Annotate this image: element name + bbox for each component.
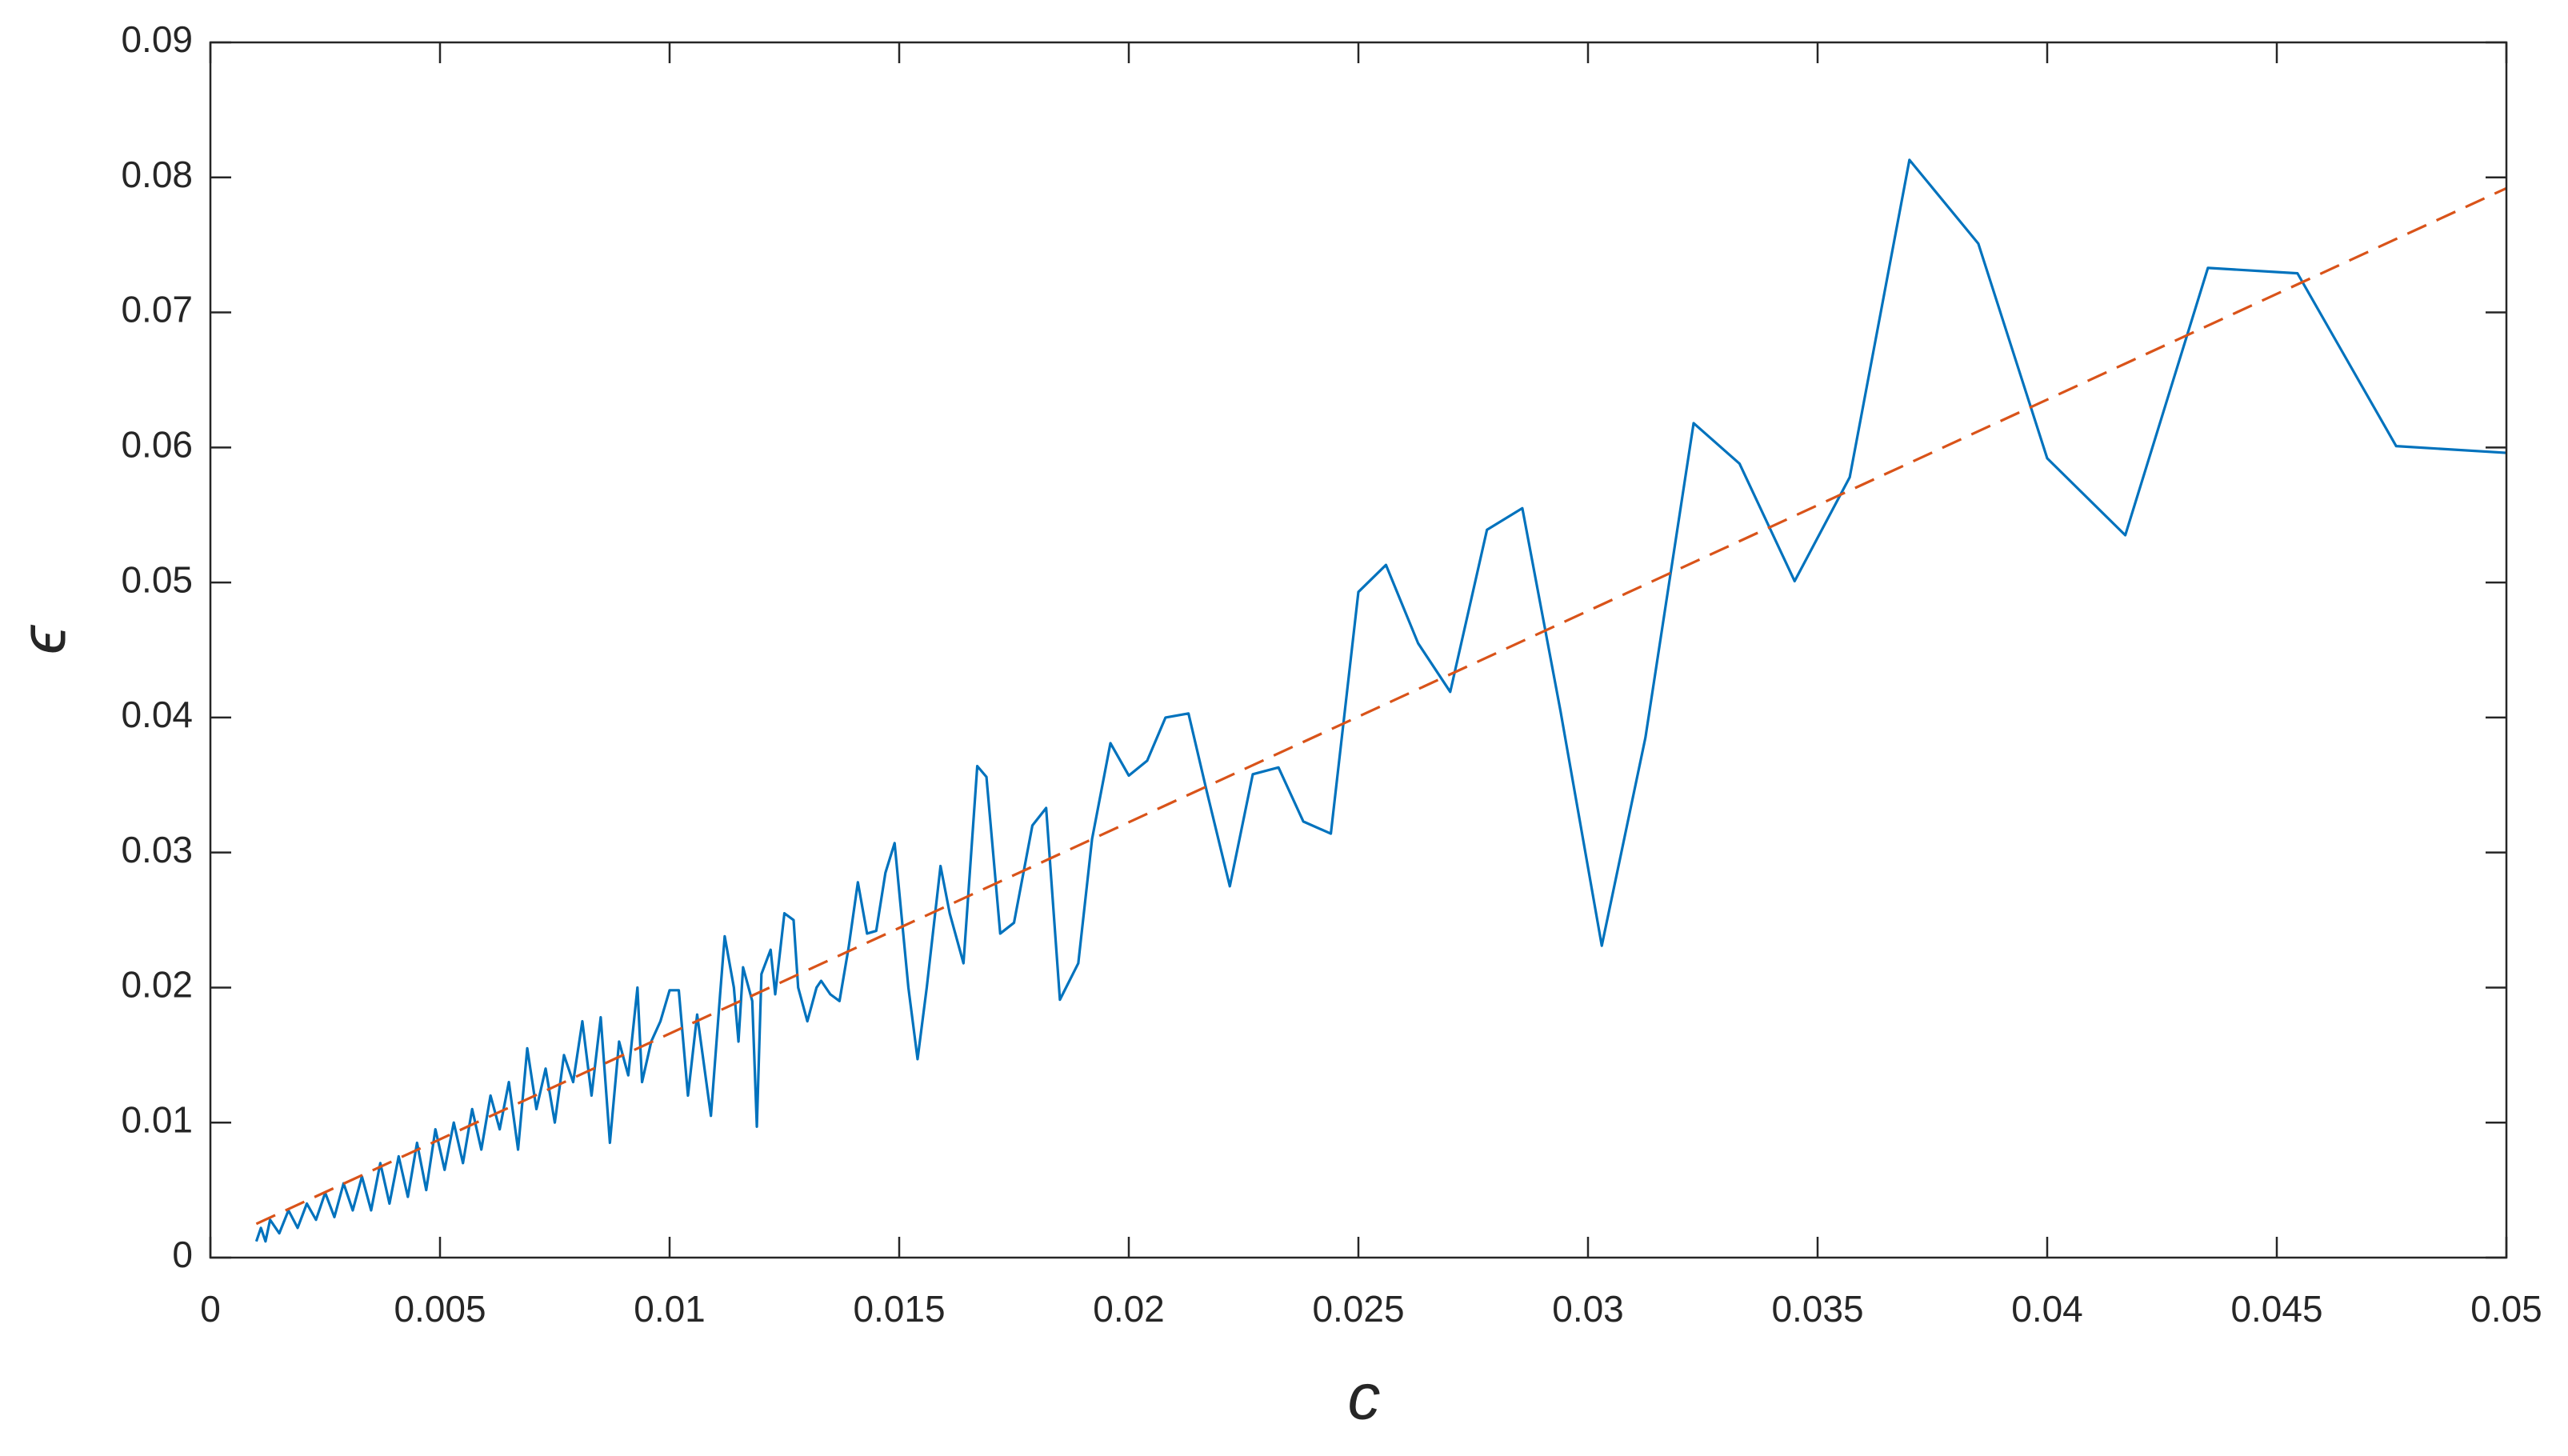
y-tick-label: 0.08 bbox=[121, 154, 193, 195]
x-tick-label: 0.03 bbox=[1552, 1288, 1624, 1330]
y-tick-label: 0.06 bbox=[121, 423, 193, 465]
y-tick-label: 0.02 bbox=[121, 964, 193, 1006]
y-tick-label: 0.09 bbox=[121, 18, 193, 60]
x-tick-label: 0.05 bbox=[2470, 1288, 2542, 1330]
y-tick-label: 0.04 bbox=[121, 694, 193, 735]
x-tick-label: 0 bbox=[200, 1288, 221, 1330]
x-tick-label: 0.04 bbox=[2011, 1288, 2083, 1330]
x-tick-label: 0.035 bbox=[1771, 1288, 1863, 1330]
series-line bbox=[254, 158, 2507, 1243]
x-tick-label: 0.01 bbox=[634, 1288, 706, 1330]
x-tick-label: 0.025 bbox=[1312, 1288, 1404, 1330]
x-tick-label: 0.005 bbox=[394, 1288, 486, 1330]
plot-frame bbox=[209, 41, 2508, 1259]
y-tick-label: 0.05 bbox=[121, 558, 193, 600]
y-tick-label: 0.03 bbox=[121, 829, 193, 870]
x-tick-label: 0.045 bbox=[2230, 1288, 2322, 1330]
y-tick-label: 0 bbox=[172, 1234, 193, 1275]
series-line bbox=[255, 186, 2507, 1226]
x-tick-label: 0.02 bbox=[1093, 1288, 1165, 1330]
y-tick-label: 0.07 bbox=[121, 289, 193, 330]
x-tick-label: 0.015 bbox=[853, 1288, 945, 1330]
y-tick-label: 0.01 bbox=[121, 1098, 193, 1140]
x-axis-label: c bbox=[1348, 1361, 1381, 1434]
y-axis-label: ϵ bbox=[7, 624, 80, 654]
